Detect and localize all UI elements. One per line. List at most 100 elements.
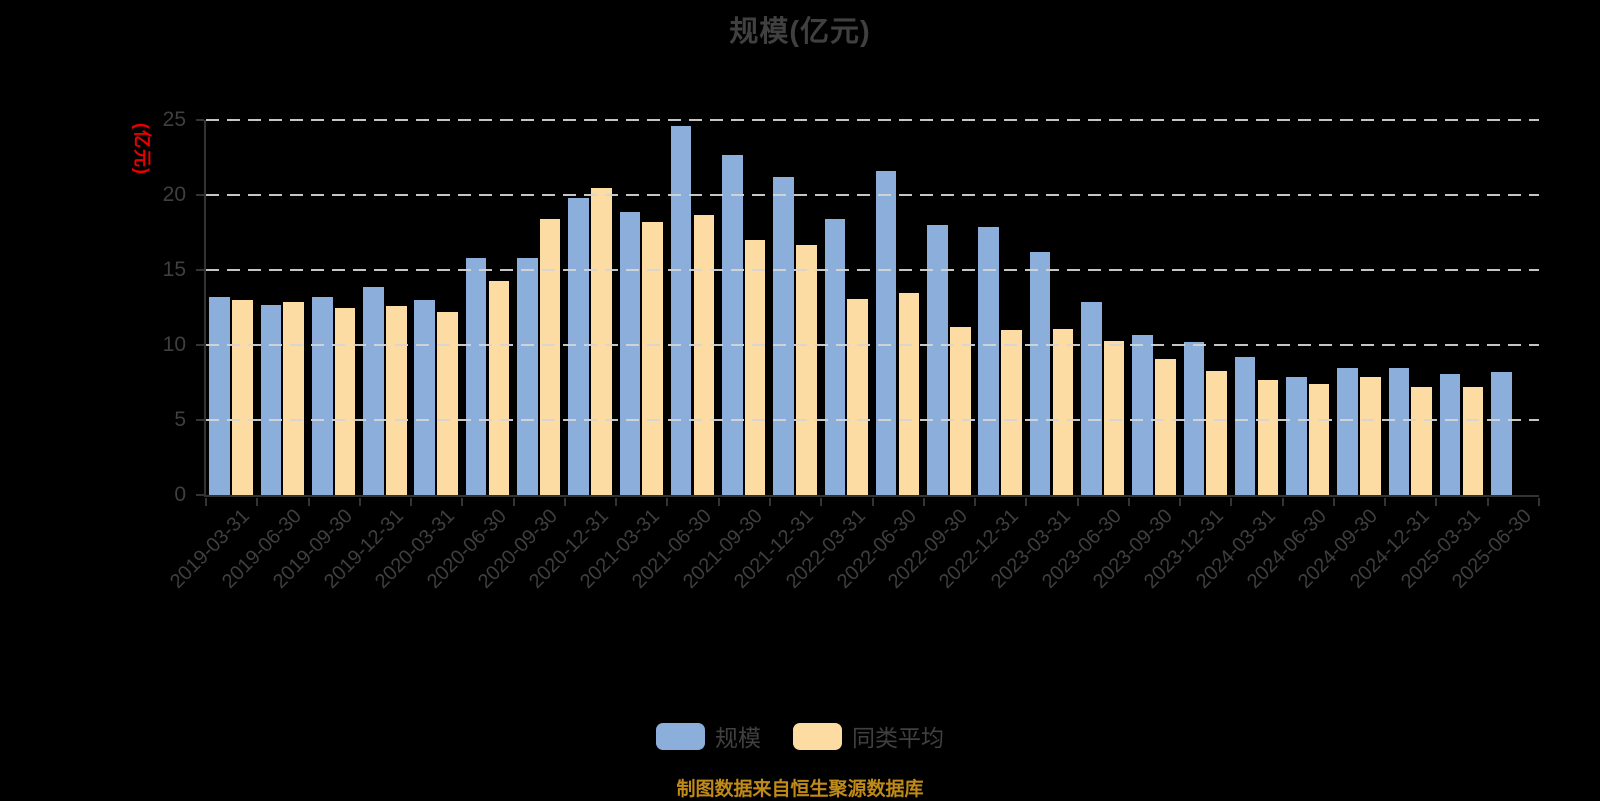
x-axis-tick-19 bbox=[1179, 498, 1182, 506]
bar-scale-2022-12-31 bbox=[978, 226, 1000, 495]
x-axis-tick-13 bbox=[871, 498, 874, 506]
bar-scale-2024-03-31 bbox=[1234, 357, 1256, 495]
bar-scale-2023-12-31 bbox=[1183, 342, 1205, 495]
y-tick-label-15: 15 bbox=[162, 258, 186, 281]
bar-scale-2024-06-30 bbox=[1286, 376, 1307, 495]
bar-scale-2019-12-31 bbox=[363, 286, 384, 495]
bar-peer-average-2023-06-30 bbox=[1103, 340, 1125, 495]
bar-scale-2023-09-30 bbox=[1132, 334, 1153, 495]
x-axis-tick-15 bbox=[974, 498, 977, 506]
bar-peer-average-2020-12-31 bbox=[591, 187, 612, 495]
gridline-15 bbox=[206, 269, 1539, 271]
bar-peer-average-2024-09-30 bbox=[1360, 376, 1381, 495]
x-axis-tick-20 bbox=[1230, 498, 1233, 506]
bar-scale-2023-06-30 bbox=[1080, 301, 1102, 495]
x-axis-tick-6 bbox=[512, 498, 515, 506]
legend: 规模 同类平均 bbox=[0, 719, 1600, 753]
x-axis-tick-17 bbox=[1076, 498, 1079, 506]
y-tick-label-25: 25 bbox=[162, 108, 186, 131]
bar-peer-average-2021-06-30 bbox=[693, 214, 715, 495]
bar-peer-average-2020-09-30 bbox=[539, 219, 561, 495]
x-axis-tick-2 bbox=[307, 498, 310, 506]
x-axis-tick-3 bbox=[358, 498, 361, 506]
bar-peer-average-2022-09-30 bbox=[949, 327, 971, 495]
x-axis-tick-10 bbox=[717, 498, 720, 506]
x-axis-tick-0 bbox=[205, 498, 207, 506]
y-axis-tick-15 bbox=[196, 269, 204, 271]
source-note: 制图数据来自恒生聚源数据库 bbox=[676, 779, 924, 800]
bar-peer-average-2022-06-30 bbox=[898, 292, 920, 495]
bar-scale-2021-06-30 bbox=[670, 126, 692, 495]
y-axis-tick-25 bbox=[196, 119, 204, 121]
bar-scale-2022-06-30 bbox=[875, 171, 897, 495]
x-axis-tick-16 bbox=[1025, 498, 1028, 506]
chart-title: 规模(亿元) bbox=[729, 16, 871, 48]
x-axis-tick-21 bbox=[1281, 498, 1284, 506]
legend-label-scale: 规模 bbox=[715, 725, 761, 751]
x-axis-tick-25 bbox=[1486, 498, 1489, 506]
bar-scale-2020-12-31 bbox=[568, 198, 589, 495]
bar-scale-2022-03-31 bbox=[824, 219, 846, 495]
bar-peer-average-2022-12-31 bbox=[1001, 330, 1022, 495]
legend-label-peer-average: 同类平均 bbox=[852, 725, 944, 751]
x-axis-tick-18 bbox=[1127, 498, 1130, 506]
x-axis-tick-7 bbox=[563, 498, 566, 506]
bar-scale-2023-03-31 bbox=[1029, 252, 1051, 495]
legend-swatch-peer-average bbox=[793, 722, 842, 750]
bar-scale-2022-09-30 bbox=[927, 225, 948, 495]
x-axis-tick-9 bbox=[666, 498, 669, 506]
bar-peer-average-2024-12-31 bbox=[1411, 387, 1432, 495]
x-axis-tick-26 bbox=[1538, 498, 1540, 506]
bar-scale-2021-03-31 bbox=[619, 211, 641, 495]
legend-item-peer-average[interactable]: 同类平均 bbox=[793, 719, 944, 753]
y-tick-label-5: 5 bbox=[174, 408, 186, 431]
bar-peer-average-2024-06-30 bbox=[1308, 384, 1330, 495]
x-axis-tick-14 bbox=[922, 498, 925, 506]
bar-peer-average-2022-03-31 bbox=[847, 298, 869, 495]
y-axis-tick-5 bbox=[196, 419, 204, 421]
bar-peer-average-2021-12-31 bbox=[796, 244, 817, 495]
x-axis-tick-1 bbox=[256, 498, 259, 506]
bar-peer-average-2025-03-31 bbox=[1462, 387, 1484, 495]
gridline-10 bbox=[206, 344, 1539, 346]
x-axis-tick-24 bbox=[1435, 498, 1438, 506]
bar-scale-2020-09-30 bbox=[517, 258, 538, 495]
bar-peer-average-2019-09-30 bbox=[334, 307, 356, 495]
y-tick-label-10: 10 bbox=[162, 333, 186, 356]
x-axis-tick-23 bbox=[1384, 498, 1387, 506]
gridline-25 bbox=[206, 119, 1539, 121]
y-tick-label-20: 20 bbox=[162, 183, 186, 206]
x-axis-tick-11 bbox=[768, 498, 771, 506]
x-axis-tick-5 bbox=[461, 498, 464, 506]
bar-scale-2019-06-30 bbox=[260, 304, 282, 495]
bar-peer-average-2019-03-31 bbox=[232, 300, 253, 495]
bar-peer-average-2024-03-31 bbox=[1257, 379, 1279, 495]
bar-scale-2024-09-30 bbox=[1337, 367, 1358, 495]
bar-scale-2021-09-30 bbox=[722, 154, 743, 495]
bar-peer-average-2023-12-31 bbox=[1206, 370, 1227, 495]
y-tick-label-0: 0 bbox=[174, 483, 186, 506]
y-axis-tick-20 bbox=[196, 194, 204, 196]
legend-swatch-scale bbox=[656, 722, 705, 750]
legend-item-scale[interactable]: 规模 bbox=[656, 719, 761, 753]
bar-peer-average-2019-06-30 bbox=[283, 301, 305, 495]
bar-peer-average-2019-12-31 bbox=[386, 306, 407, 495]
y-axis-tick-10 bbox=[196, 344, 204, 346]
bar-scale-2019-09-30 bbox=[311, 297, 333, 495]
gridline-5 bbox=[206, 419, 1539, 421]
x-axis-tick-12 bbox=[820, 498, 823, 506]
x-axis-tick-22 bbox=[1332, 498, 1335, 506]
bar-peer-average-2020-03-31 bbox=[437, 312, 458, 495]
bar-peer-average-2023-09-30 bbox=[1155, 358, 1176, 495]
bar-scale-2020-06-30 bbox=[465, 258, 487, 495]
bar-scale-2025-06-30 bbox=[1491, 372, 1512, 495]
bar-scale-2019-03-31 bbox=[209, 297, 230, 495]
plot-area: (亿元) 0 5 10 15 20 25 2019-03-31 2019-06-30 2019-… bbox=[132, 109, 1540, 593]
x-axis-tick-4 bbox=[410, 498, 413, 506]
bar-scale-2021-12-31 bbox=[773, 177, 794, 495]
bar-peer-average-2023-03-31 bbox=[1052, 328, 1074, 495]
bar-scale-2020-03-31 bbox=[414, 300, 436, 495]
bar-scale-2024-12-31 bbox=[1388, 367, 1410, 495]
gridline-20 bbox=[206, 194, 1539, 196]
bar-peer-average-2020-06-30 bbox=[488, 280, 510, 495]
